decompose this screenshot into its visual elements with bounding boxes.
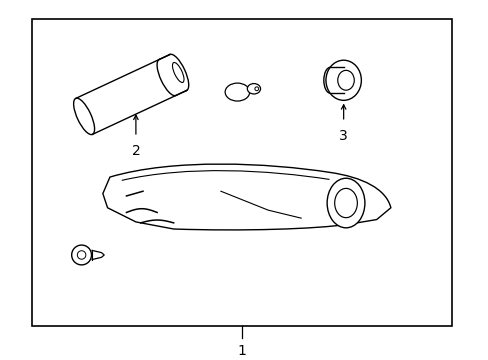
Ellipse shape [74, 98, 94, 135]
Ellipse shape [167, 54, 188, 91]
PathPatch shape [102, 164, 390, 230]
Ellipse shape [247, 84, 260, 94]
Ellipse shape [157, 59, 178, 96]
Ellipse shape [325, 60, 361, 100]
Ellipse shape [72, 245, 91, 265]
Text: 1: 1 [237, 344, 246, 358]
Text: 3: 3 [339, 129, 347, 143]
Ellipse shape [224, 83, 249, 101]
Ellipse shape [323, 67, 336, 93]
Ellipse shape [326, 178, 364, 228]
Polygon shape [76, 54, 186, 134]
Polygon shape [159, 54, 186, 95]
Bar [32, 19, 451, 326]
Text: 2: 2 [131, 144, 140, 158]
